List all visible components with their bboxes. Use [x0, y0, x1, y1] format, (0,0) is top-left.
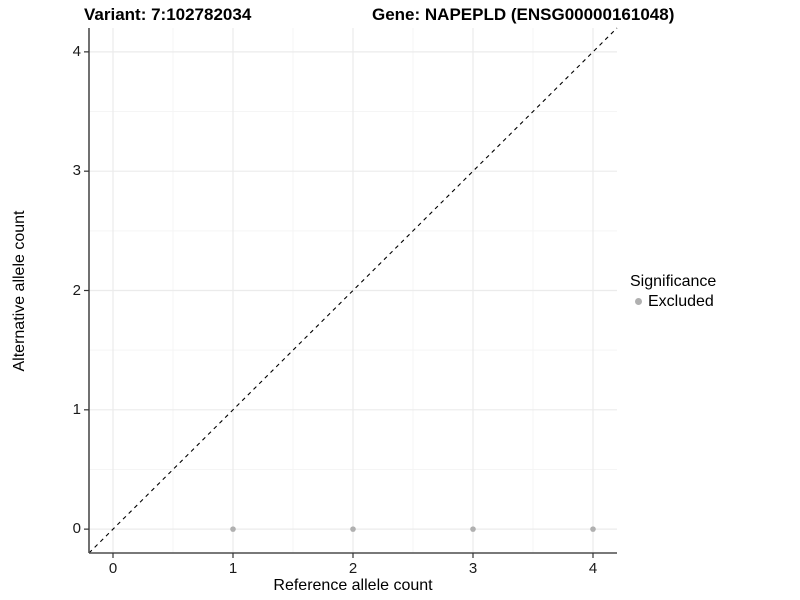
x-tick-label: 0: [108, 560, 118, 577]
data-point: [230, 526, 236, 532]
x-tick-label: 2: [348, 560, 358, 577]
y-tick-label: 1: [72, 400, 81, 418]
legend: Significance Excluded: [630, 272, 716, 311]
data-point: [590, 526, 596, 532]
gene-title: Gene: NAPEPLD (ENSG00000161048): [372, 5, 675, 24]
x-tick-label: 4: [588, 560, 598, 577]
data-point: [350, 526, 356, 532]
x-tick-label: 1: [228, 560, 238, 577]
y-tick-label: 4: [72, 42, 81, 60]
variant-title: Variant: 7:102782034: [84, 5, 252, 24]
legend-point-icon: [635, 298, 642, 305]
y-tick-label: 2: [72, 281, 81, 299]
legend-item-label: Excluded: [648, 293, 714, 310]
data-point: [470, 526, 476, 532]
x-axis-title: Reference allele count: [273, 577, 433, 594]
x-tick-label: 3: [468, 560, 478, 577]
legend-title: Significance: [630, 273, 717, 290]
legend-item-excluded: Excluded: [630, 292, 716, 311]
y-tick-label: 3: [72, 162, 81, 180]
y-tick-label: 0: [72, 520, 81, 538]
